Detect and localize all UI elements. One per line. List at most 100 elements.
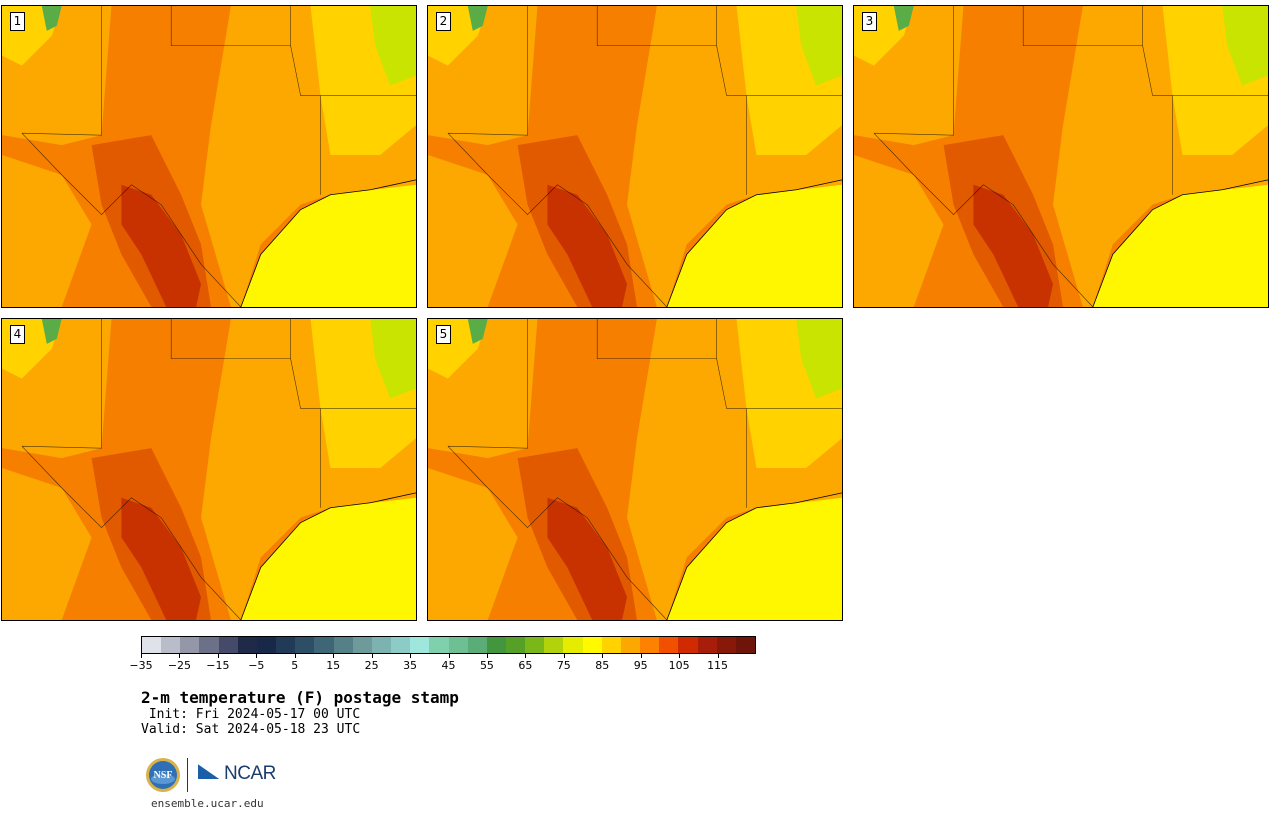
temperature-map-2: [428, 6, 842, 307]
colorbar-tick-label: 85: [595, 659, 610, 672]
colorbar-cell: [563, 637, 583, 653]
ncar-logo-icon: [197, 762, 222, 780]
colorbar-tick: [294, 654, 296, 658]
colorbar-cell: [429, 637, 449, 653]
high-terrain-region: [893, 6, 914, 31]
gulf-of-mexico: [240, 184, 416, 307]
colorbar-cell: [620, 637, 641, 653]
colorbar-tick-label: 55: [479, 659, 494, 672]
colorbar-cell: [333, 637, 353, 653]
state-borders: [21, 319, 416, 620]
coastline: [240, 492, 416, 620]
colorbar-cell: [448, 637, 468, 653]
colorbar-tick-label: 5: [291, 659, 299, 672]
colorbar-tick: [179, 654, 181, 658]
colorbar-cell: [142, 637, 162, 653]
ncar-logo-text: NCAR: [224, 763, 276, 784]
colorbar-cell: [697, 637, 717, 653]
colorbar-tick-label: 65: [518, 659, 533, 672]
colorbar-cell: [218, 637, 238, 653]
colorbar-tick-label: 45: [441, 659, 456, 672]
nsf-logo-icon: NSF: [146, 758, 180, 792]
colorbar-tick-label: 75: [556, 659, 571, 672]
colorbar-cell: [659, 637, 679, 653]
colorbar-cell: [314, 637, 334, 653]
colorbar-tick: [679, 654, 681, 658]
hottest-region: [547, 184, 628, 307]
mexico-region: [854, 155, 944, 307]
high-terrain-region: [467, 319, 488, 344]
valid-time: Valid: Sat 2024-05-18 23 UTC: [141, 722, 361, 737]
high-terrain-region: [467, 6, 488, 31]
colorbar-cell: [237, 637, 257, 653]
cool-northeast-region: [370, 6, 416, 86]
colorbar-cell: [410, 637, 430, 653]
colorbar-cell: [161, 637, 181, 653]
colorbar-tick: [486, 654, 488, 658]
ensemble-member-panel-2: 2: [427, 5, 843, 308]
colorbar-tick: [525, 654, 527, 658]
mexico-region: [428, 155, 518, 307]
colorbar-tick-label: 95: [633, 659, 648, 672]
gulf-of-mexico: [666, 497, 842, 620]
colorbar-tick: [448, 654, 450, 658]
gulf-of-mexico: [666, 184, 842, 307]
colorbar-cell: [544, 637, 564, 653]
ensemble-member-panel-3: 3: [853, 5, 1269, 308]
coastline: [1092, 179, 1268, 307]
colorbar-cell: [199, 637, 219, 653]
state-borders: [873, 6, 1268, 307]
mexico-region: [2, 155, 92, 307]
hottest-region: [547, 497, 628, 620]
temperature-colorbar: [141, 636, 756, 654]
cool-northeast-region: [370, 319, 416, 399]
plot-title: 2-m temperature (F) postage stamp: [141, 688, 459, 707]
member-number-label: 3: [862, 12, 877, 31]
colorbar-tick: [333, 654, 335, 658]
colorbar-tick-label: −35: [129, 659, 153, 672]
member-number-label: 4: [10, 325, 25, 344]
hottest-region: [121, 184, 202, 307]
colorbar-tick: [563, 654, 565, 658]
member-number-label: 2: [436, 12, 451, 31]
colorbar-cell: [716, 637, 736, 653]
cool-northeast-region: [796, 6, 842, 86]
colorbar-tick-label: 115: [707, 659, 729, 672]
colorbar-ticks: −35 −25 −15 −5 5 15 25 35 45 55 65 75 85 95 105 115: [129, 654, 756, 674]
colorbar-tick-label: −5: [248, 659, 265, 672]
colorbar-tick-label: −25: [167, 659, 192, 672]
state-borders: [447, 6, 842, 307]
temperature-map-5: [428, 319, 842, 620]
gulf-of-mexico: [1092, 184, 1268, 307]
cool-northeast-region: [1222, 6, 1268, 86]
gulf-of-mexico: [240, 497, 416, 620]
colorbar-tick: [602, 654, 604, 658]
hottest-region: [121, 497, 202, 620]
colorbar-cell: [256, 637, 277, 653]
hottest-region: [973, 184, 1054, 307]
coastline: [666, 179, 842, 307]
colorbar-tick: [141, 654, 142, 658]
colorbar-tick: [640, 654, 642, 658]
state-borders: [21, 6, 416, 307]
colorbar-cell: [582, 637, 602, 653]
coastline: [240, 179, 416, 307]
ensemble-member-panel-1: 1: [1, 5, 417, 308]
mexico-region: [2, 468, 92, 620]
temperature-map-4: [2, 319, 416, 620]
svg-text:NSF: NSF: [154, 770, 173, 781]
colorbar-cell: [391, 637, 411, 653]
high-terrain-region: [41, 6, 62, 31]
site-url: ensemble.ucar.edu: [151, 797, 264, 810]
colorbar-cell: [371, 637, 392, 653]
colorbar-tick: [256, 654, 258, 658]
colorbar-cell: [678, 637, 698, 653]
temperature-map-3: [854, 6, 1268, 307]
colorbar-tick: [717, 654, 719, 658]
colorbar-cell: [276, 637, 296, 653]
colorbar-cell: [640, 637, 660, 653]
colorbar-tick-label: 35: [403, 659, 418, 672]
colorbar-tick-label: 15: [326, 659, 341, 672]
colorbar-tick-label: 25: [364, 659, 379, 672]
colorbar-cell: [505, 637, 526, 653]
